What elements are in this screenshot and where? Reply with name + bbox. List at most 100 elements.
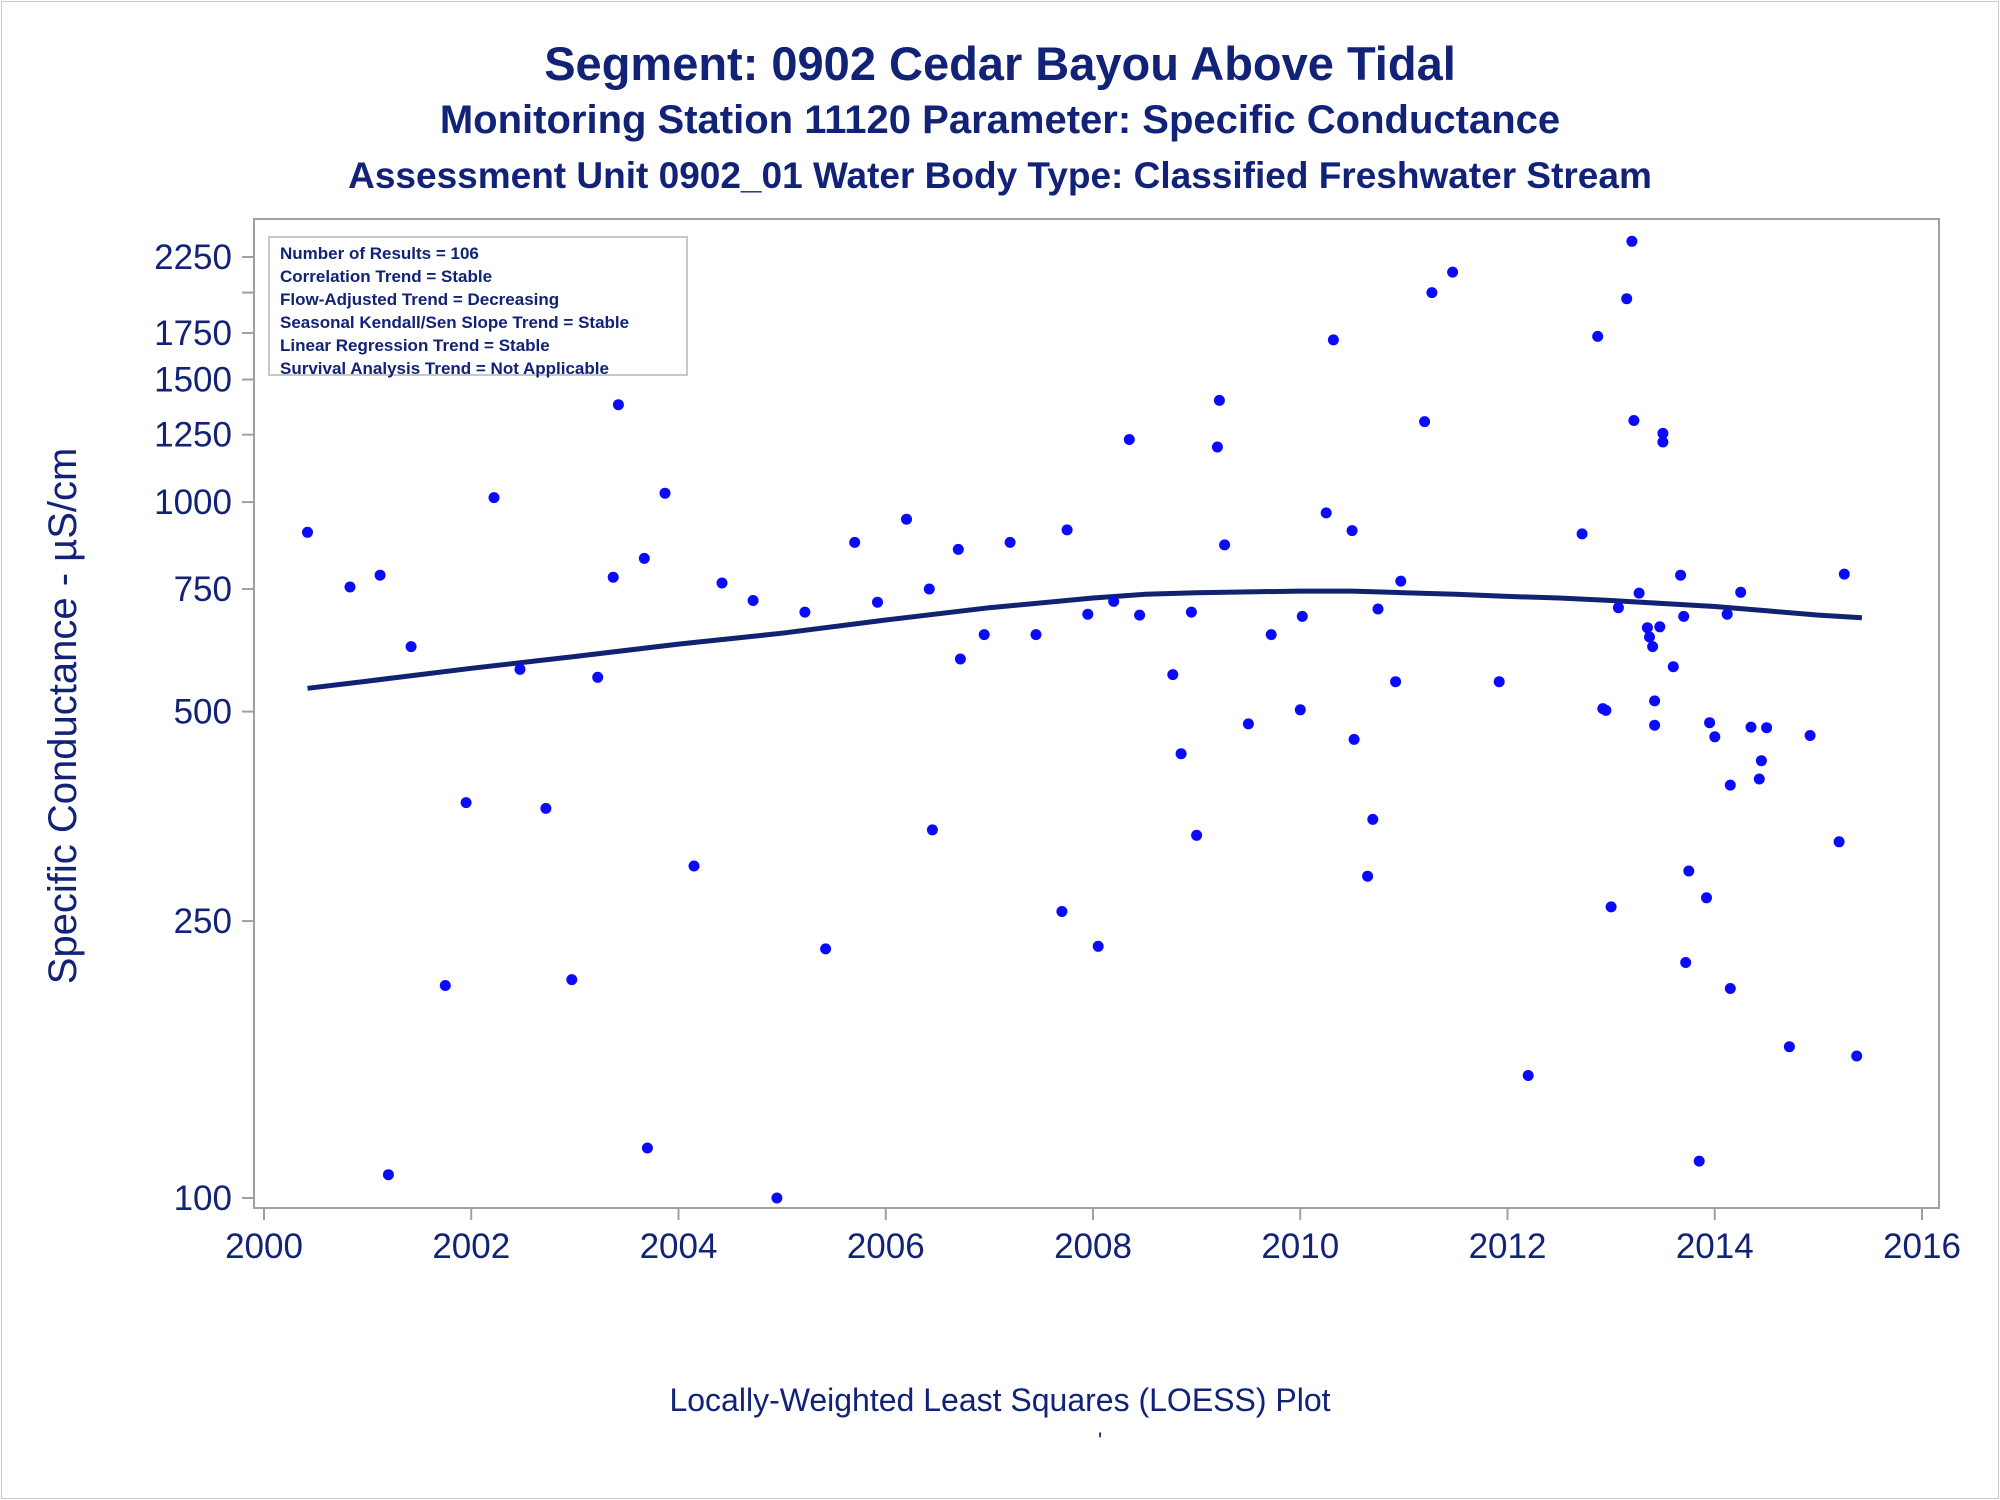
loess-line-layer <box>307 588 1863 691</box>
data-point <box>1576 528 1588 540</box>
data-point <box>1724 779 1736 791</box>
data-point <box>1680 957 1692 968</box>
data-point <box>1724 983 1736 994</box>
x-tick-label: 2000 <box>225 1227 303 1266</box>
data-point <box>1082 608 1094 620</box>
data-point <box>1191 829 1203 841</box>
data-point <box>382 1169 394 1181</box>
y-tick-label: 1500 <box>154 361 232 400</box>
data-point <box>1753 773 1765 785</box>
stat-survival-analysis-trend: Survival Analysis Trend = Not Applicable <box>280 359 609 378</box>
data-point <box>1367 813 1379 825</box>
loess-trend-line <box>307 588 1863 691</box>
y-tick-label: 1750 <box>154 314 232 353</box>
data-point <box>978 629 990 641</box>
data-point <box>1294 704 1306 716</box>
data-point <box>952 543 964 555</box>
data-point <box>514 663 526 675</box>
data-point <box>1390 676 1402 688</box>
data-point <box>1704 717 1716 729</box>
data-point <box>1061 524 1073 536</box>
data-point <box>1657 427 1669 439</box>
chart-footnote: Locally-Weighted Least Squares (LOESS) P… <box>669 1382 1331 1418</box>
chart-subtitle-2: Assessment Unit 0902_01 Water Body Type:… <box>348 155 1652 196</box>
data-point <box>1626 235 1638 247</box>
data-point <box>1242 718 1254 730</box>
data-point <box>1123 434 1135 445</box>
data-point <box>1851 1050 1863 1062</box>
data-point <box>540 802 552 814</box>
data-point <box>1612 602 1624 614</box>
data-point <box>1348 733 1360 745</box>
data-point <box>1320 507 1332 519</box>
data-point <box>1641 622 1653 634</box>
data-point <box>1134 609 1146 621</box>
stats-legend-box: Number of Results = 106 Correlation Tren… <box>268 236 688 378</box>
data-point <box>1600 704 1612 716</box>
data-point <box>659 487 671 499</box>
y-tick-label: 1000 <box>154 483 232 522</box>
data-point <box>1327 334 1339 346</box>
data-point <box>1522 1070 1534 1081</box>
data-point <box>1175 748 1187 760</box>
data-point <box>1447 266 1459 278</box>
data-point <box>488 492 500 504</box>
data-point <box>1493 676 1505 688</box>
stat-linear-regression-trend: Linear Regression Trend = Stable <box>280 336 550 355</box>
x-tick-label: 2012 <box>1469 1227 1547 1266</box>
data-point <box>1833 836 1845 848</box>
footnote-mark: ' <box>1098 1428 1103 1453</box>
data-point <box>1265 629 1277 641</box>
plot-area-border <box>253 218 1940 1209</box>
x-tick-label: 2008 <box>1054 1227 1132 1266</box>
data-point <box>923 583 935 595</box>
data-point <box>1185 606 1197 618</box>
data-point <box>872 596 883 608</box>
y-tick-label: 500 <box>174 693 232 732</box>
data-point <box>1838 568 1850 580</box>
data-point <box>374 569 386 581</box>
data-point <box>1296 610 1308 622</box>
y-tick-label: 250 <box>174 902 232 941</box>
data-point <box>1675 569 1687 581</box>
stat-number-of-results: Number of Results = 106 <box>280 244 479 263</box>
data-point <box>1654 621 1666 633</box>
data-point <box>344 581 356 593</box>
axes: 2000 2002 2004 2006 2008 2010 2012 2014 2016 100 2… <box>154 218 1961 1266</box>
data-point <box>1605 901 1617 913</box>
data-point <box>1426 287 1438 299</box>
stat-correlation-trend: Correlation Trend = Stable <box>280 267 493 286</box>
data-point <box>1004 536 1016 548</box>
data-point <box>1108 595 1120 607</box>
data-point <box>926 824 938 836</box>
data-point <box>1657 436 1669 448</box>
data-point <box>1219 539 1231 551</box>
data-point <box>1649 719 1661 731</box>
data-point <box>1721 608 1733 620</box>
data-point <box>460 797 472 809</box>
data-point <box>1709 731 1721 743</box>
data-points <box>302 235 1863 1204</box>
data-point <box>1735 586 1747 598</box>
y-tick-label: 100 <box>174 1179 232 1218</box>
data-point <box>1395 575 1407 587</box>
data-point <box>771 1192 783 1204</box>
data-point <box>849 536 861 548</box>
data-point <box>1211 441 1223 453</box>
data-point <box>1804 730 1816 741</box>
chart-title: Segment: 0902 Cedar Bayou Above Tidal <box>544 37 1456 90</box>
data-point <box>799 606 811 618</box>
data-point <box>1213 394 1225 406</box>
data-point <box>1092 940 1104 952</box>
stat-seasonal-kendall-trend: Seasonal Kendall/Sen Slope Trend = Stabl… <box>280 313 630 332</box>
data-point <box>405 641 417 653</box>
data-point <box>1647 641 1659 653</box>
data-point <box>1419 416 1431 428</box>
data-point <box>302 526 313 538</box>
data-point <box>1056 906 1068 917</box>
data-point <box>1783 1041 1795 1053</box>
data-point <box>1633 587 1645 599</box>
x-tick-label: 2006 <box>847 1227 925 1266</box>
data-point <box>1678 610 1690 622</box>
